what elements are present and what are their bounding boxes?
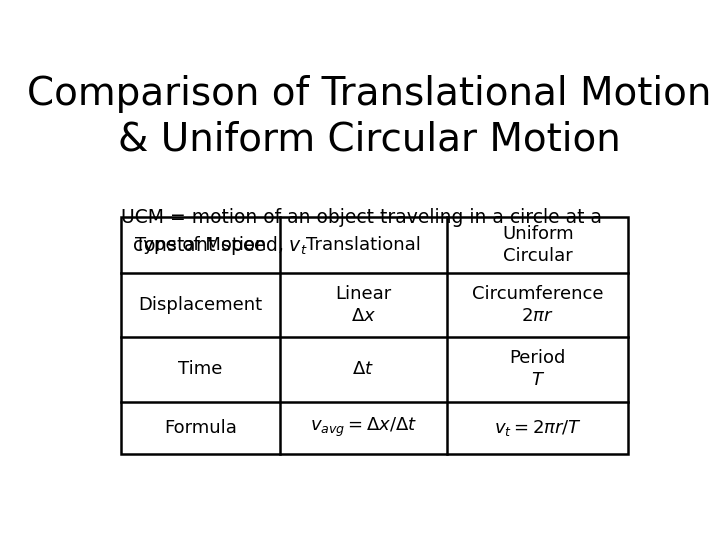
- Text: $\Delta t$: $\Delta t$: [353, 360, 374, 379]
- Text: Formula: Formula: [163, 418, 237, 436]
- Text: Circumference
$2\pi r$: Circumference $2\pi r$: [472, 285, 603, 325]
- Text: Linear
$\Delta x$: Linear $\Delta x$: [336, 285, 392, 325]
- Text: Time: Time: [178, 360, 222, 379]
- Text: Type of Motion: Type of Motion: [135, 235, 266, 254]
- Text: Translational: Translational: [306, 235, 421, 254]
- Text: Period
$T$: Period $T$: [510, 349, 566, 389]
- Text: Displacement: Displacement: [138, 296, 262, 314]
- Text: UCM = motion of an object traveling in a circle at a
  constant speed, $v_t$: UCM = motion of an object traveling in a…: [121, 208, 602, 257]
- Text: $v_{avg} = \Delta x/\Delta t$: $v_{avg} = \Delta x/\Delta t$: [310, 416, 417, 439]
- Bar: [121, 217, 629, 454]
- Text: Comparison of Translational Motion
& Uniform Circular Motion: Comparison of Translational Motion & Uni…: [27, 75, 711, 159]
- Text: $v_t = 2\pi r/T$: $v_t = 2\pi r/T$: [494, 417, 582, 437]
- Text: Uniform
Circular: Uniform Circular: [502, 225, 574, 265]
